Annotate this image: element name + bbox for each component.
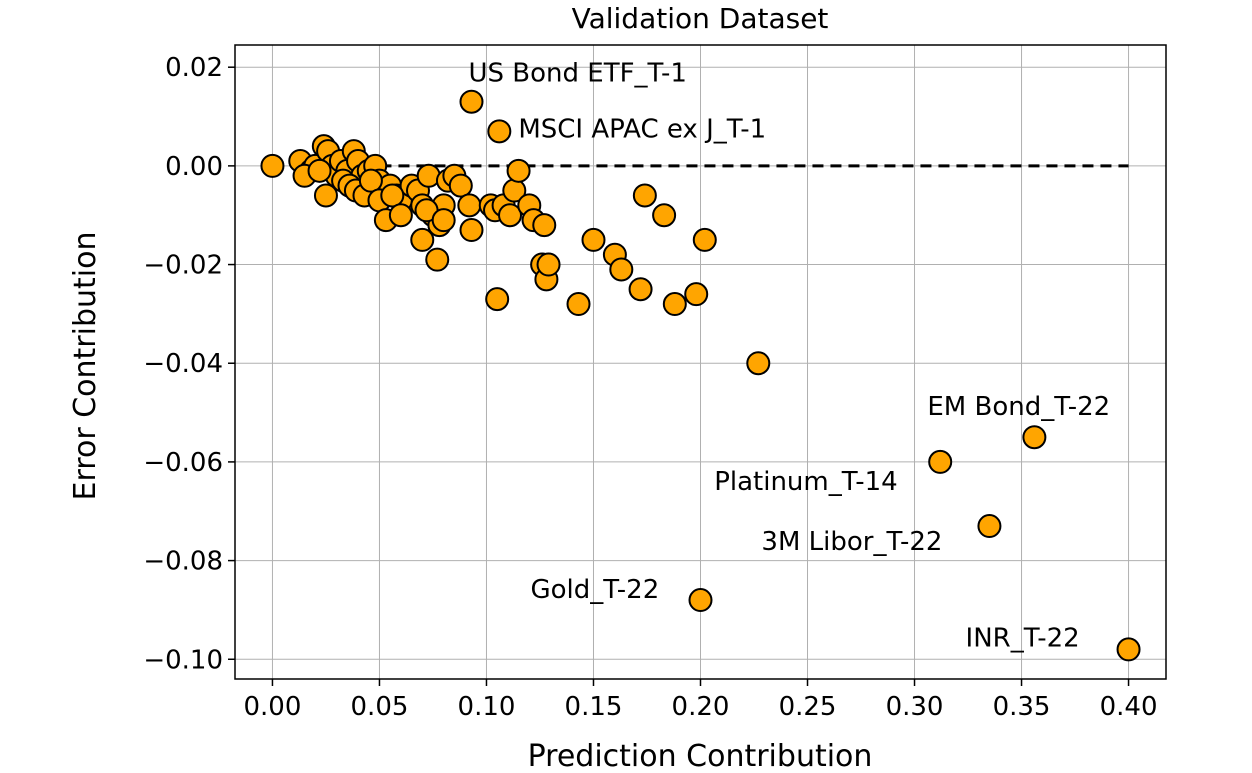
data-points xyxy=(260,89,1141,662)
scatter-point xyxy=(684,282,709,307)
y-axis-label: Error Contribution xyxy=(68,232,103,501)
y-tick-label: 0.00 xyxy=(165,152,223,182)
scatter-point xyxy=(498,203,523,228)
y-tick-label: −0.04 xyxy=(143,349,223,379)
scatter-point xyxy=(746,351,771,376)
scatter-point xyxy=(506,158,531,183)
scatter-point xyxy=(448,173,473,198)
scatter-point xyxy=(1116,637,1141,662)
y-tick-label: −0.02 xyxy=(143,251,223,281)
x-tick-label: 0.05 xyxy=(351,692,409,722)
scatter-point xyxy=(532,213,557,238)
x-tick-label: 0.20 xyxy=(672,692,730,722)
scatter-point xyxy=(628,277,653,302)
scatter-point xyxy=(459,218,484,243)
scatter-point xyxy=(487,119,512,144)
scatter-point xyxy=(485,287,510,312)
scatter-point xyxy=(410,227,435,252)
scatter-point xyxy=(388,203,413,228)
point-annotation-label: Platinum_T-14 xyxy=(714,467,898,497)
scatter-point xyxy=(688,588,713,613)
y-tick-label: −0.08 xyxy=(143,547,223,577)
x-tick-label: 0.10 xyxy=(458,692,516,722)
y-tick-label: 0.02 xyxy=(165,53,223,83)
point-annotation-label: 3M Libor_T-22 xyxy=(761,527,942,557)
scatter-point xyxy=(581,227,606,252)
point-annotation-label: INR_T-22 xyxy=(966,623,1080,653)
scatter-point xyxy=(307,158,332,183)
point-annotation-label: MSCI APAC ex J_T-1 xyxy=(518,114,766,144)
x-axis-ticks: 0.00 0.05 0.10 0.15 0.20 0.25 0.30 0.35 0.40 xyxy=(244,679,1158,722)
scatter-point xyxy=(459,89,484,114)
point-annotation-label: EM Bond_T-22 xyxy=(927,392,1110,422)
y-tick-label: −0.06 xyxy=(143,448,223,478)
x-tick-label: 0.25 xyxy=(779,692,837,722)
point-annotation-label: US Bond ETF_T-1 xyxy=(468,59,686,89)
y-tick-label: −0.10 xyxy=(143,645,223,675)
scatter-point xyxy=(977,514,1002,539)
scatter-point xyxy=(692,227,717,252)
x-axis-label: Prediction Contribution xyxy=(528,739,873,773)
scatter-point xyxy=(632,183,657,208)
point-annotation-label: Gold_T-22 xyxy=(531,575,660,605)
scatter-point xyxy=(313,183,338,208)
chart-title: Validation Dataset xyxy=(572,2,829,35)
scatter-point xyxy=(566,292,591,317)
scatter-point xyxy=(457,193,482,218)
scatter-point xyxy=(662,292,687,317)
scatter-point xyxy=(358,168,383,193)
x-tick-label: 0.30 xyxy=(886,692,944,722)
scatter-point xyxy=(380,183,405,208)
scatter-point xyxy=(260,153,285,178)
scatter-point xyxy=(536,252,561,277)
y-axis-ticks: 0.02 0.00 −0.02 −0.04 −0.06 −0.08 −0.10 xyxy=(143,53,235,675)
x-tick-label: 0.35 xyxy=(993,692,1051,722)
scatter-point xyxy=(652,203,677,228)
x-tick-label: 0.40 xyxy=(1100,692,1158,722)
scatter-point xyxy=(425,247,450,272)
scatter-point xyxy=(928,449,953,474)
scatter-point xyxy=(1022,425,1047,450)
scatter-point xyxy=(431,208,456,233)
x-tick-label: 0.15 xyxy=(565,692,623,722)
x-tick-label: 0.00 xyxy=(244,692,302,722)
point-annotations: US Bond ETF_T-1 MSCI APAC ex J_T-1 EM Bond… xyxy=(468,59,1110,654)
scatter-point xyxy=(609,257,634,282)
